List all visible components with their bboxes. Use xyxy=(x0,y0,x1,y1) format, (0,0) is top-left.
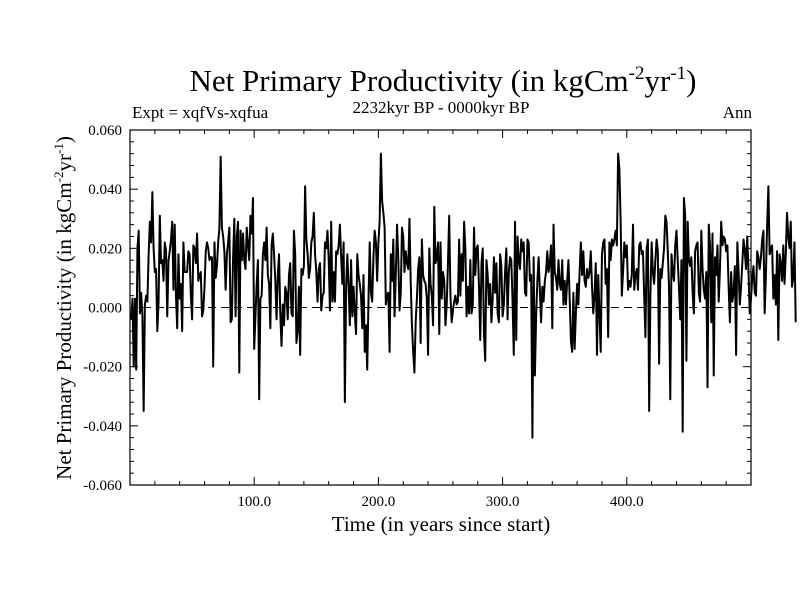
y-tick-label: -0.040 xyxy=(83,419,122,435)
y-tick-label: -0.060 xyxy=(83,478,122,494)
x-tick-label: 300.0 xyxy=(486,494,520,510)
chart-subtitle: 2232kyr BP - 0000kyr BP xyxy=(353,98,530,117)
tick-labels: 100.0 200.0 300.0 400.0 -0.060 -0.040 -0.020 0.… xyxy=(83,123,643,510)
chart-title-main: Net Primary Productivity (in kgCm xyxy=(190,63,629,98)
y-axis-label-exp1: -2 xyxy=(51,172,66,183)
y-axis-label: Net Primary Productivity (in kgCm-2yr-1) xyxy=(51,136,76,480)
y-axis-label-exp2: -1 xyxy=(51,143,66,154)
y-tick-label: 0.040 xyxy=(88,182,122,198)
y-axis-label-main: Net Primary Productivity (in kgCm xyxy=(52,182,76,479)
season-label: Ann xyxy=(723,103,753,122)
chart-title-exp2: -1 xyxy=(670,63,686,84)
series-line xyxy=(130,152,797,439)
chart-title-end: ) xyxy=(686,63,696,98)
chart-title-exp1: -2 xyxy=(629,63,645,84)
x-tick-label: 100.0 xyxy=(237,494,271,510)
y-tick-label: -0.020 xyxy=(83,360,122,376)
x-axis-label: Time (in years since start) xyxy=(332,512,551,536)
y-tick-label: 0.020 xyxy=(88,241,122,257)
y-tick-label: 0.000 xyxy=(88,301,122,317)
y-axis-label-end: ) xyxy=(52,136,76,143)
experiment-label: Expt = xqfVs-xqfua xyxy=(132,103,269,122)
x-tick-label: 400.0 xyxy=(610,494,644,510)
axis-ticks xyxy=(130,130,751,485)
y-tick-label: 0.060 xyxy=(88,123,122,139)
chart-title: Net Primary Productivity (in kgCm-2yr-1) xyxy=(190,63,697,98)
x-tick-label: 200.0 xyxy=(362,494,396,510)
chart-title-mid: yr xyxy=(644,63,671,98)
y-axis-label-mid: yr xyxy=(52,154,76,172)
